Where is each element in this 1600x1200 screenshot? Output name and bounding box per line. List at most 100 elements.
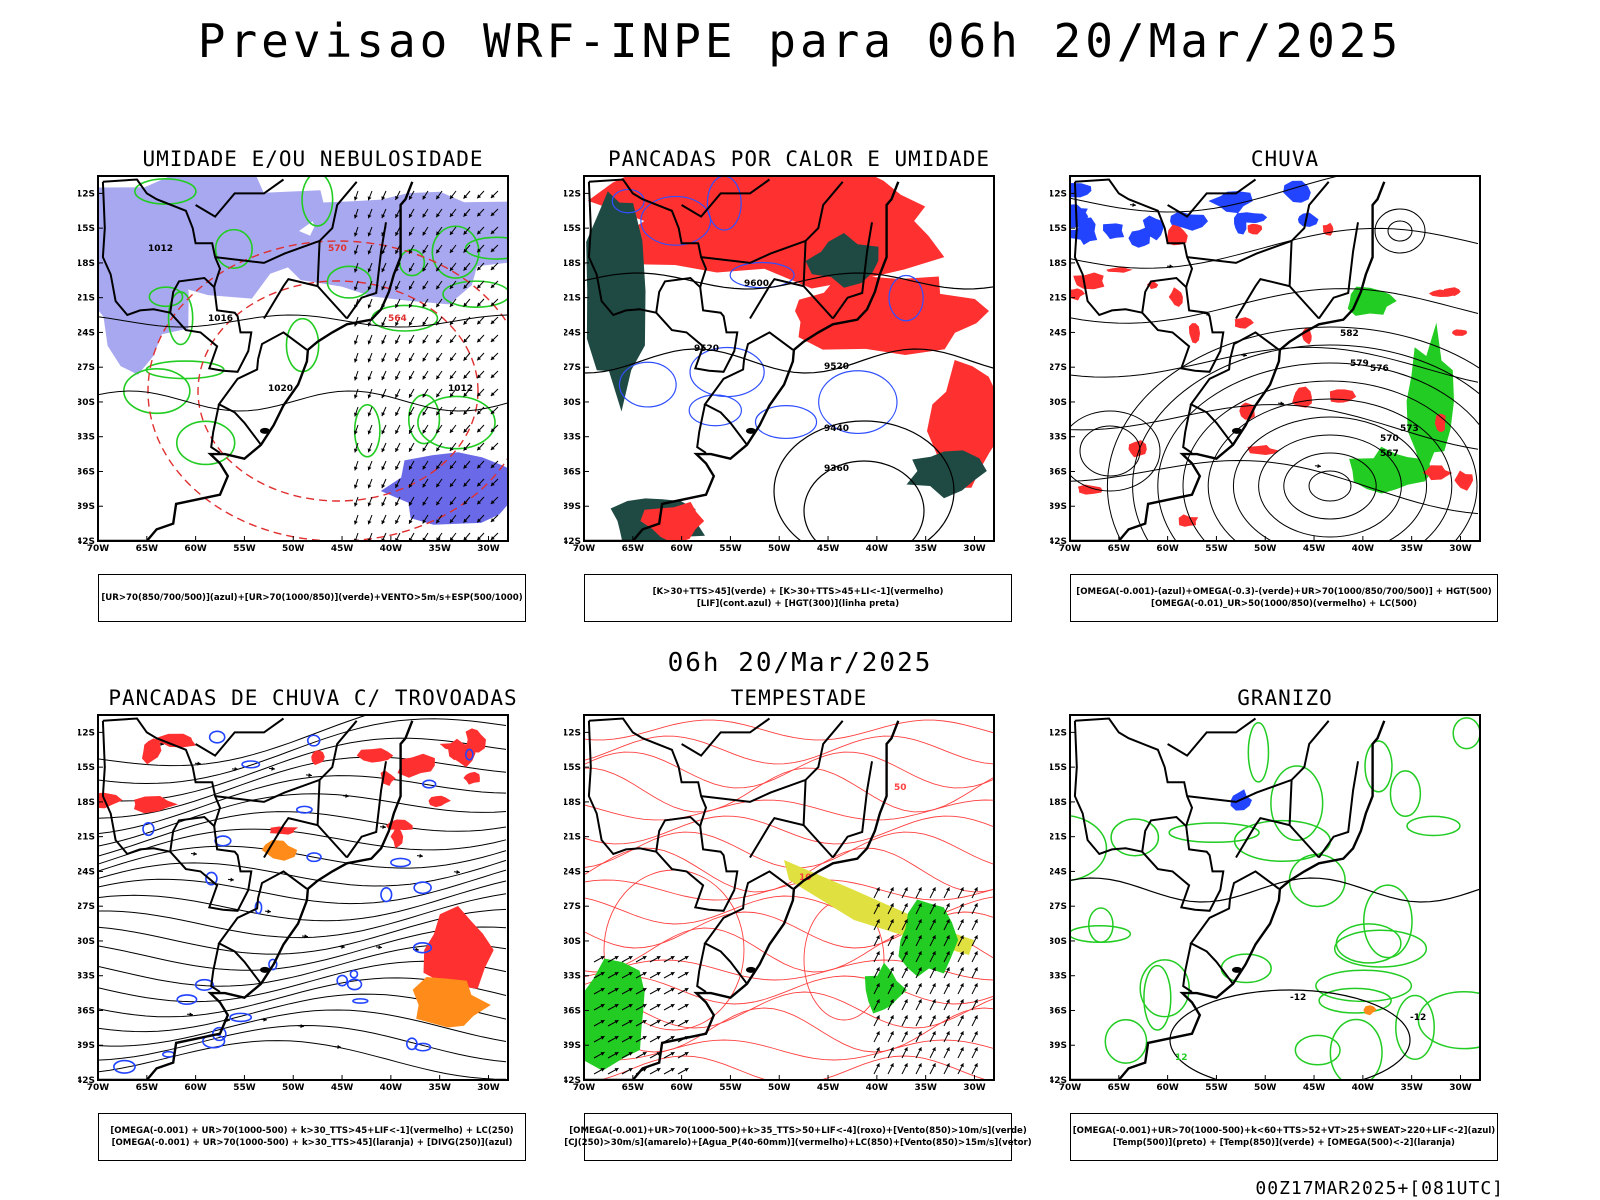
wind-vector — [367, 352, 373, 363]
streamline-arrow — [334, 1044, 342, 1049]
wind-vector — [353, 478, 359, 489]
humidity-low-contour — [301, 176, 334, 227]
wind-vector — [435, 262, 443, 272]
thunderstorm-red-area — [428, 795, 451, 808]
wind-vector — [435, 514, 443, 524]
wind-vector — [353, 406, 359, 417]
divergence-contour — [336, 974, 349, 987]
wind-vector — [490, 208, 499, 217]
thunderstorm-red-area — [448, 740, 467, 761]
wind-vector — [381, 262, 387, 273]
thunderstorm-red-area — [270, 826, 299, 835]
streamline-arrow — [194, 761, 202, 766]
wind-vector — [463, 244, 471, 253]
humidity-low-contour — [167, 291, 194, 346]
lat-label: 27S — [564, 363, 581, 373]
wind-vector — [367, 190, 373, 201]
temp-850-contour — [1070, 815, 1108, 882]
wind-vector — [677, 987, 689, 995]
lat-label: 21S — [78, 294, 95, 304]
isobar — [1070, 410, 1161, 492]
streamline-arrow — [231, 767, 239, 772]
wind-vector — [353, 370, 359, 381]
precipitable-water-contour — [584, 815, 994, 845]
lagoon — [1231, 427, 1242, 434]
lon-label: 35W — [914, 1083, 937, 1093]
lat-label: 15S — [564, 224, 581, 234]
wind-vector — [943, 967, 950, 979]
isobar — [1258, 434, 1402, 538]
wind-vector — [381, 388, 387, 399]
streamline-arrow — [264, 909, 272, 914]
wind-vector — [422, 190, 429, 200]
wind-vector — [422, 298, 429, 308]
rain-red-area — [1452, 329, 1468, 336]
wind-vector — [408, 244, 415, 254]
lon-label: 45W — [331, 1083, 354, 1093]
lon-label: 65W — [1108, 544, 1131, 554]
wind-vector — [957, 1015, 964, 1027]
lon-label: 50W — [1254, 1083, 1277, 1093]
country-border — [1318, 222, 1359, 320]
wind-vector — [971, 1063, 978, 1075]
wind-vector — [887, 935, 894, 947]
wind-vector — [408, 334, 415, 344]
humidity-low-contour — [417, 395, 496, 450]
lat-label: 39S — [1050, 502, 1067, 512]
wind-vector — [621, 1051, 633, 1059]
map-frame — [583, 175, 995, 542]
isobar — [1232, 416, 1428, 541]
country-border — [101, 181, 171, 317]
wind-vector — [607, 971, 619, 979]
wind-vector — [649, 971, 661, 979]
wind-vector — [621, 1003, 633, 1011]
country-border — [1235, 277, 1320, 320]
wind-vector — [971, 951, 978, 963]
country-border — [1288, 779, 1293, 826]
omega-blue-area — [1142, 215, 1164, 241]
wind-vector — [449, 208, 457, 218]
wind-vector — [971, 983, 978, 995]
rain-red-area — [1166, 224, 1188, 246]
wind-vector — [915, 1047, 922, 1059]
country-border — [1229, 331, 1280, 360]
wind-vector — [463, 532, 471, 541]
legend-line: [CJ(250)>30m/s](amarelo)+[Agua_P(40-60mm… — [564, 1138, 1032, 1148]
legend-line: [OMEGA(-0.001) + UR>70(1000-500) + k>30_… — [110, 1126, 514, 1136]
wind-vector — [463, 388, 471, 397]
divergence-contour — [465, 748, 474, 761]
isobar — [1308, 470, 1352, 502]
wind-vector — [635, 1035, 647, 1043]
wind-vector — [476, 352, 485, 361]
wind-vector — [422, 280, 429, 290]
wind-vector — [449, 226, 457, 236]
wind-vector — [381, 514, 387, 525]
lon-label: 40W — [1352, 1083, 1375, 1093]
map-area — [98, 715, 507, 1080]
divergence-contour — [113, 1059, 136, 1074]
lagoon — [745, 966, 756, 973]
wind-vector — [593, 1019, 605, 1027]
streamline-arrow — [375, 945, 383, 950]
wind-vector — [490, 514, 499, 523]
legend-box: [OMEGA(-0.001)-(azul)+OMEGA(-0.3)-(verde… — [1070, 574, 1498, 622]
wind-vector — [408, 478, 415, 488]
thunderstorm-red-area — [311, 750, 325, 766]
wind-vector — [463, 460, 471, 469]
wind-vector — [635, 971, 647, 979]
wind-vector — [929, 967, 936, 979]
contour-label: 576 — [1370, 364, 1389, 374]
rain-red-area — [1128, 440, 1147, 458]
streamline-arrow — [338, 944, 346, 949]
wind-vector — [663, 1067, 675, 1075]
wind-vector — [607, 1035, 619, 1043]
wind-vector — [490, 496, 499, 505]
wind-vector — [943, 983, 950, 995]
country-border — [169, 276, 253, 373]
wind-vector — [395, 388, 401, 399]
omega-orange-area — [1363, 1005, 1377, 1016]
wind-vector — [887, 999, 894, 1011]
wind-vector — [381, 244, 387, 255]
lifted-index-contour — [754, 405, 818, 440]
